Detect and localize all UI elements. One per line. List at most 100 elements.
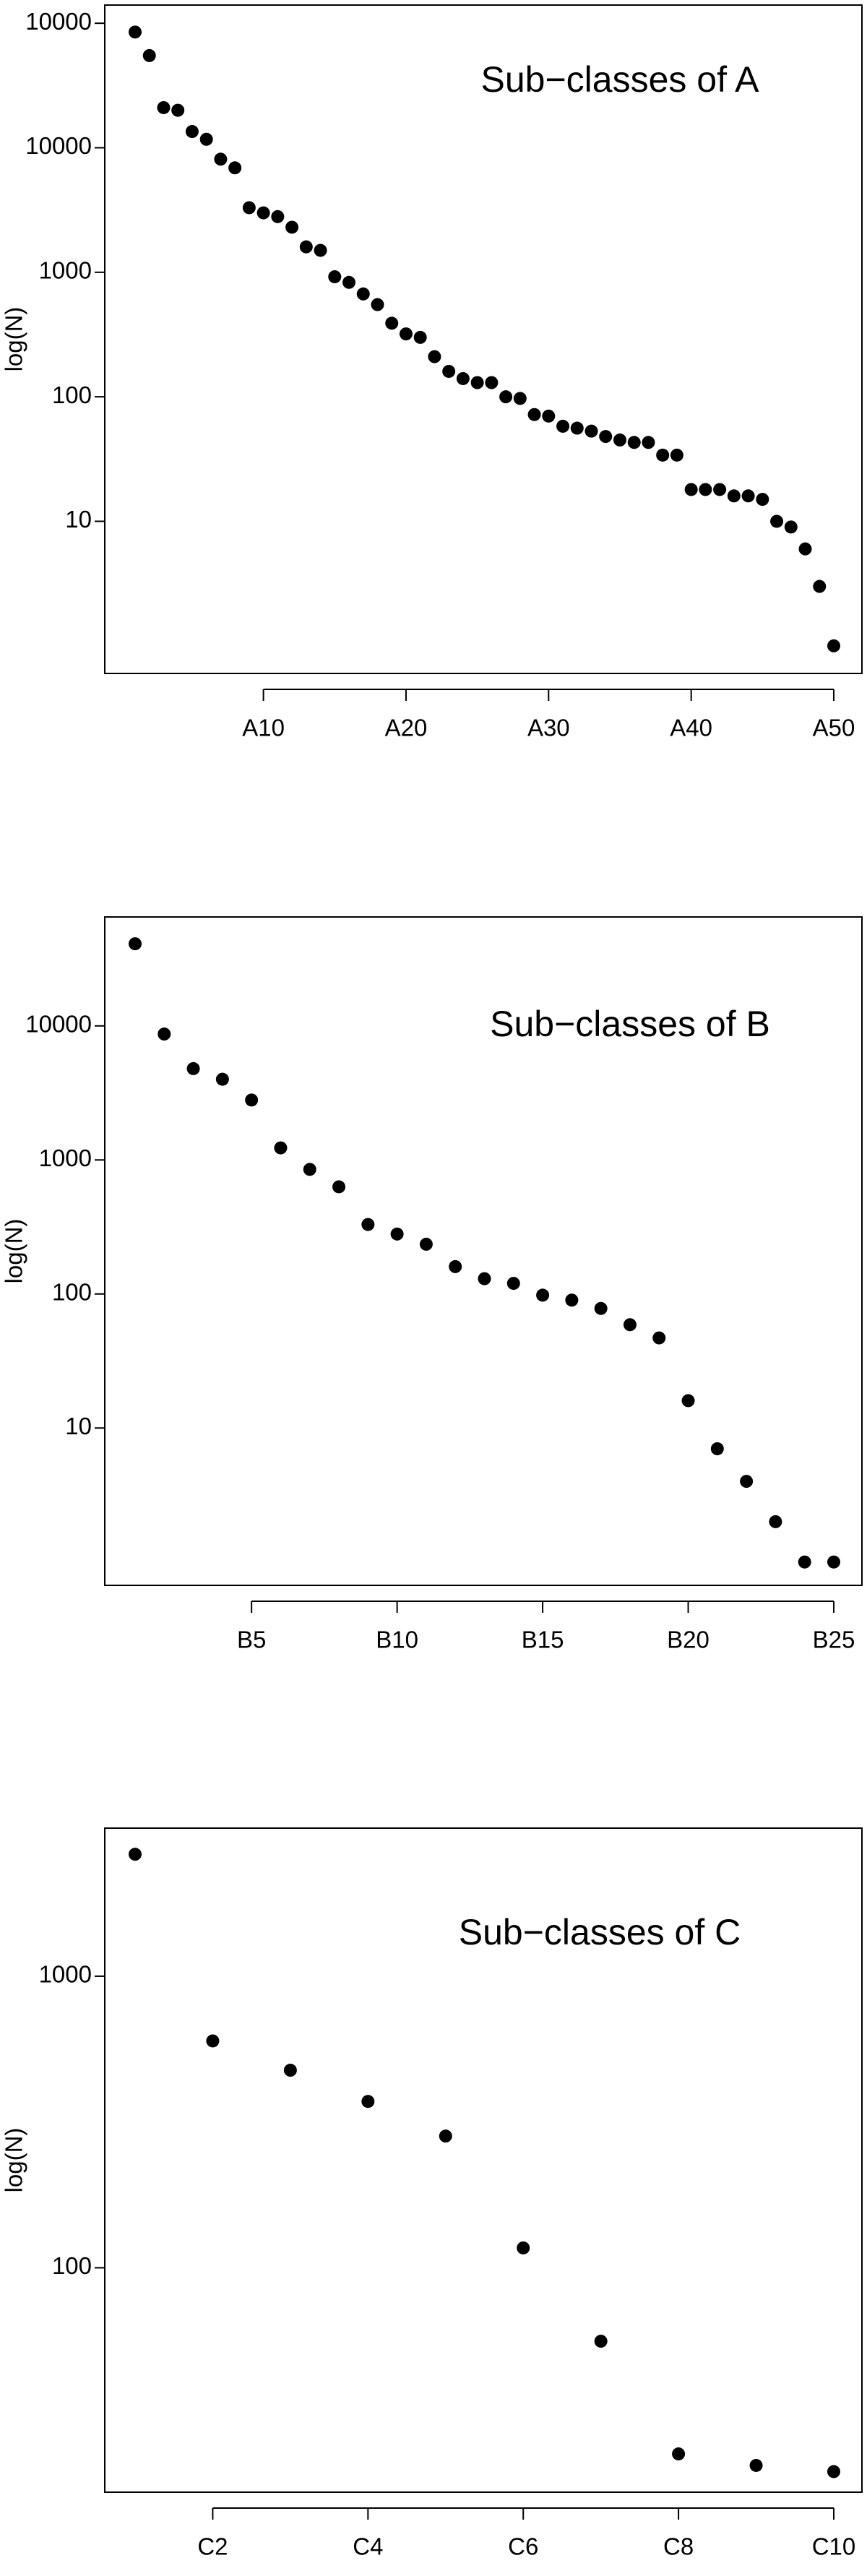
data-point [186, 1061, 200, 1075]
data-point [399, 327, 413, 341]
data-point [285, 220, 299, 234]
data-point [361, 1218, 375, 1231]
y-tick-label: 10000 [25, 8, 92, 35]
data-point [699, 483, 712, 496]
data-point [478, 1272, 491, 1285]
data-point [670, 448, 683, 462]
chart-title: Sub−classes of B [490, 1004, 770, 1044]
x-tick-label: C2 [197, 2533, 228, 2560]
data-point [749, 2458, 763, 2472]
data-point [827, 1555, 840, 1569]
data-point [613, 433, 626, 447]
data-point [784, 520, 798, 534]
data-point [827, 639, 840, 652]
data-point [813, 580, 827, 593]
data-point [627, 436, 641, 449]
data-point [456, 371, 470, 385]
x-tick-label: A20 [385, 715, 428, 741]
data-point [499, 390, 513, 404]
data-point [585, 424, 598, 438]
x-tick-label: B20 [667, 1627, 709, 1653]
data-point [206, 2034, 220, 2048]
data-point [283, 2064, 297, 2077]
data-point [361, 2095, 375, 2108]
y-tick-label: 1000 [39, 1145, 92, 1171]
data-point [798, 1555, 811, 1569]
data-point [158, 1028, 171, 1041]
data-point [428, 350, 441, 363]
y-tick-label: 10 [65, 1413, 92, 1439]
data-point [157, 100, 171, 114]
y-tick-label: 100 [52, 1278, 92, 1305]
y-axis-label: log(N) [1, 2128, 27, 2193]
y-axis-label: log(N) [1, 1219, 27, 1284]
x-tick-label: C8 [663, 2533, 694, 2560]
x-tick-label: C10 [812, 2533, 856, 2560]
data-point [142, 48, 156, 62]
data-point [642, 436, 655, 449]
data-point [652, 1331, 666, 1345]
plot-frame [104, 916, 863, 1586]
data-point [727, 489, 741, 503]
x-tick-label: B15 [522, 1627, 564, 1653]
data-point [199, 132, 213, 146]
x-tick-label: A40 [670, 715, 712, 741]
y-tick-label: 100 [52, 382, 92, 408]
data-point [672, 2447, 686, 2461]
data-point [623, 1318, 637, 1332]
data-point [242, 201, 256, 215]
data-point [245, 1093, 259, 1107]
data-point [328, 270, 342, 284]
data-point [827, 2465, 840, 2478]
data-point [594, 1301, 608, 1315]
plot-frame [104, 4, 863, 674]
x-tick-label: B10 [376, 1627, 418, 1653]
data-point [129, 937, 142, 951]
data-point [439, 2129, 452, 2143]
data-point [756, 493, 769, 507]
data-point [513, 392, 527, 405]
data-point [485, 376, 499, 389]
data-point [356, 287, 370, 301]
data-point [413, 330, 427, 344]
data-point [299, 240, 313, 254]
x-tick-label: A50 [813, 715, 855, 741]
x-tick-label: A10 [242, 715, 285, 741]
data-point [798, 542, 812, 556]
data-point [713, 483, 727, 496]
data-point [228, 161, 242, 175]
data-point [314, 244, 327, 257]
data-point [332, 1180, 346, 1194]
y-tick-label: 10000 [25, 1011, 92, 1038]
y-tick-label: 1000 [39, 1961, 92, 1988]
chart-title: Sub−classes of C [459, 1912, 741, 1952]
data-point [185, 125, 199, 139]
data-point [656, 448, 670, 462]
data-point [740, 1475, 754, 1489]
data-point [599, 430, 613, 444]
data-point [594, 2335, 608, 2348]
data-point [385, 316, 399, 330]
data-point [536, 1288, 550, 1302]
data-point [684, 483, 698, 496]
data-point [215, 1072, 229, 1086]
data-point [419, 1237, 433, 1251]
x-tick-label: A30 [527, 715, 570, 741]
y-tick-label: 10 [65, 506, 92, 533]
x-tick-label: C4 [353, 2533, 383, 2560]
data-point [303, 1163, 316, 1176]
data-point [710, 1442, 724, 1455]
data-point [256, 206, 270, 220]
data-point [390, 1227, 404, 1241]
data-point [442, 364, 456, 378]
data-point [274, 1141, 288, 1155]
y-tick-label: 10000 [25, 132, 92, 159]
x-tick-label: B25 [813, 1627, 855, 1653]
data-point [271, 210, 285, 223]
data-point [506, 1277, 520, 1291]
x-tick-label: C6 [508, 2533, 538, 2560]
y-tick-label: 1000 [39, 257, 92, 284]
data-point [342, 275, 356, 289]
data-point [542, 409, 556, 423]
